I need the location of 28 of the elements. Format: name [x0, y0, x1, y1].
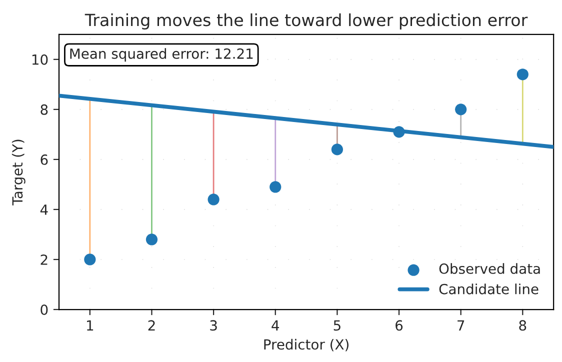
x-axis-title: Predictor (X)	[264, 338, 348, 352]
x-tick-label: 7	[458, 320, 464, 330]
x-tick-label: 5	[334, 320, 340, 331]
y-tick-label: 0	[40, 304, 48, 315]
point	[393, 126, 405, 138]
legend-label: Candidate line	[439, 284, 538, 294]
y-tick-label: 2	[40, 254, 48, 265]
y-axis-title: Target (Y)	[12, 140, 26, 206]
x-tick-label: 6	[396, 320, 403, 331]
point	[455, 104, 467, 116]
annotation: Mean squared error: 12.21	[70, 48, 253, 62]
point	[208, 194, 220, 206]
point	[331, 144, 344, 156]
point	[84, 254, 96, 266]
point	[270, 181, 282, 193]
y-tick-label: 10	[32, 54, 48, 65]
x-tick-label: 3	[210, 320, 217, 331]
x-tick-label: 8	[519, 320, 526, 331]
point	[516, 68, 528, 80]
x-tick-label: 4	[272, 320, 280, 330]
x-tick-label: 1	[87, 320, 94, 330]
y-tick-label: 6	[40, 154, 48, 165]
y-tick-label: 8	[40, 104, 48, 115]
x-tick-label: 2	[148, 320, 155, 330]
point	[146, 234, 158, 246]
chart-title: Training moves the line toward lower prediction error	[84, 13, 528, 30]
legend-label: Observed data	[439, 263, 540, 274]
y-tick-label: 4	[40, 204, 48, 215]
